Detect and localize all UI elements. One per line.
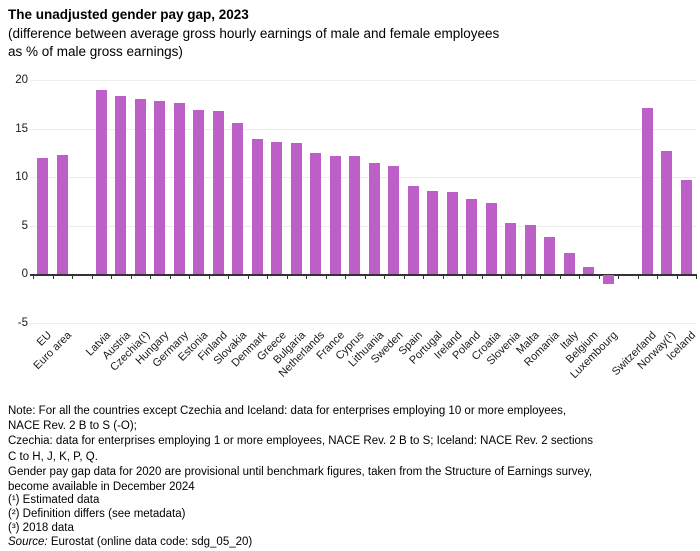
x-axis-tick xyxy=(540,275,541,279)
x-axis-tick xyxy=(423,275,424,279)
chart-footnotes: (¹) Estimated data (²) Definition differs… xyxy=(8,494,185,536)
bar-romania xyxy=(544,237,556,274)
bar-denmark xyxy=(251,139,263,274)
x-axis-tick xyxy=(598,275,600,279)
bar-italy xyxy=(563,252,575,274)
bar-sweden xyxy=(388,166,400,274)
x-axis-tick xyxy=(247,275,249,279)
bar-czechia xyxy=(134,99,146,274)
x-axis-tick xyxy=(676,275,678,279)
source-text: Eurostat (online data code: sdg_05_20) xyxy=(47,536,253,548)
y-tick-label-0: 0 xyxy=(21,268,28,280)
gridline-y5 xyxy=(30,225,697,227)
bar-ireland xyxy=(446,191,458,274)
bar-bulgaria xyxy=(290,143,302,274)
x-axis-tick xyxy=(52,275,54,279)
gridline-y10 xyxy=(30,177,697,178)
x-axis-tick xyxy=(442,275,444,279)
x-axis-tick xyxy=(520,275,522,279)
x-axis-tick xyxy=(637,275,639,279)
chart-subtitle: (difference between average gross hourly… xyxy=(8,25,499,61)
bar-norway xyxy=(661,150,673,274)
x-axis-tick xyxy=(286,275,288,279)
x-axis-tick xyxy=(306,275,307,279)
bar-austria xyxy=(115,96,127,274)
x-axis-line xyxy=(30,273,697,276)
bar-malta xyxy=(524,224,536,274)
x-axis-tick xyxy=(267,275,268,279)
bar-latvia xyxy=(95,89,107,274)
x-axis-tick xyxy=(345,275,346,279)
bar-slovenia xyxy=(505,222,517,274)
x-axis-tick xyxy=(91,275,93,279)
chart-title: The unadjusted gender pay gap, 2023 xyxy=(8,7,249,22)
y-tick-label-20: 20 xyxy=(15,74,28,86)
x-axis-tick xyxy=(559,275,561,279)
chart-note: Note: For all the countries except Czech… xyxy=(8,404,593,495)
bar-slovakia xyxy=(232,122,244,274)
x-axis-tick xyxy=(208,275,210,279)
y-tick-label-10: 10 xyxy=(15,171,28,183)
bar-iceland xyxy=(680,179,692,274)
x-axis-tick xyxy=(228,275,229,279)
x-axis-tick xyxy=(169,275,171,279)
bar-cyprus xyxy=(349,155,361,274)
bar-luxembourg xyxy=(602,275,614,284)
x-axis-tick xyxy=(501,275,502,279)
gridline-y15 xyxy=(30,128,697,130)
x-axis-tick xyxy=(618,275,619,279)
source-label: Source: xyxy=(8,536,48,548)
x-axis-tick xyxy=(364,275,366,279)
x-axis-tick xyxy=(696,275,697,279)
chart-note-line-6: become available in December 2024 xyxy=(8,481,195,494)
bar-euro-area xyxy=(56,154,68,274)
bar-switzerland xyxy=(641,108,653,274)
bar-croatia xyxy=(485,203,497,274)
y-tick-label-15: 15 xyxy=(15,122,28,135)
x-axis-tick xyxy=(325,275,327,279)
chart-note-line-2: NACE Rev. 2 B to S (-O); xyxy=(8,420,137,433)
bar-spain xyxy=(407,185,419,274)
bar-netherlands xyxy=(310,152,322,274)
x-axis-tick xyxy=(111,275,112,279)
chart-note-line-3: Czechia: data for enterprises employing … xyxy=(8,435,594,448)
bar-estonia xyxy=(193,110,205,274)
chart-subtitle-line-2: as % of male gross earnings) xyxy=(8,44,183,59)
bar-france xyxy=(329,155,341,274)
x-axis-tick xyxy=(579,275,580,279)
chart-footnotes-line-2: (²) Definition differs (see metadata) xyxy=(8,507,186,520)
x-axis-tick xyxy=(481,275,483,279)
x-axis-tick xyxy=(403,275,405,279)
chart-footnotes-line-3: (³) 2018 data xyxy=(8,521,74,534)
x-axis-tick xyxy=(33,275,34,279)
bar-chart: 20 15 10 5 0 -5 EU Euro area Latvia Austria Czechi… xyxy=(15,74,698,381)
x-axis-tick xyxy=(150,275,151,279)
x-axis-tick xyxy=(189,275,190,279)
chart-note-line-5: Gender pay gap data for 2020 are provisi… xyxy=(8,465,593,478)
bar-germany xyxy=(173,103,185,274)
bar-eu xyxy=(37,157,49,274)
x-axis-tick xyxy=(462,275,463,279)
bar-hungary xyxy=(154,101,166,274)
bar-belgium xyxy=(583,267,595,274)
y-tick-label--5: -5 xyxy=(17,316,28,329)
x-axis-tick xyxy=(72,275,73,279)
chart-note-line-4: C to H, J, K, P, Q. xyxy=(8,450,98,463)
y-tick-label-5: 5 xyxy=(21,219,28,232)
gridline-y-5 xyxy=(30,322,697,324)
x-axis-tick xyxy=(657,275,658,279)
source-line: Source: Eurostat (online data code: sdg_… xyxy=(8,536,252,548)
bar-portugal xyxy=(427,190,439,274)
bar-finland xyxy=(212,111,224,274)
x-axis-tick xyxy=(384,275,385,279)
gridline-y20 xyxy=(30,80,697,81)
chart-subtitle-line-1: (difference between average gross hourly… xyxy=(8,26,500,41)
chart-footnotes-line-1: (¹) Estimated data xyxy=(8,494,100,506)
bar-lithuania xyxy=(368,163,380,274)
chart-note-line-1: Note: For all the countries except Czech… xyxy=(8,405,567,417)
bar-greece xyxy=(271,142,283,274)
x-axis-tick xyxy=(130,275,132,279)
bar-poland xyxy=(466,199,478,274)
